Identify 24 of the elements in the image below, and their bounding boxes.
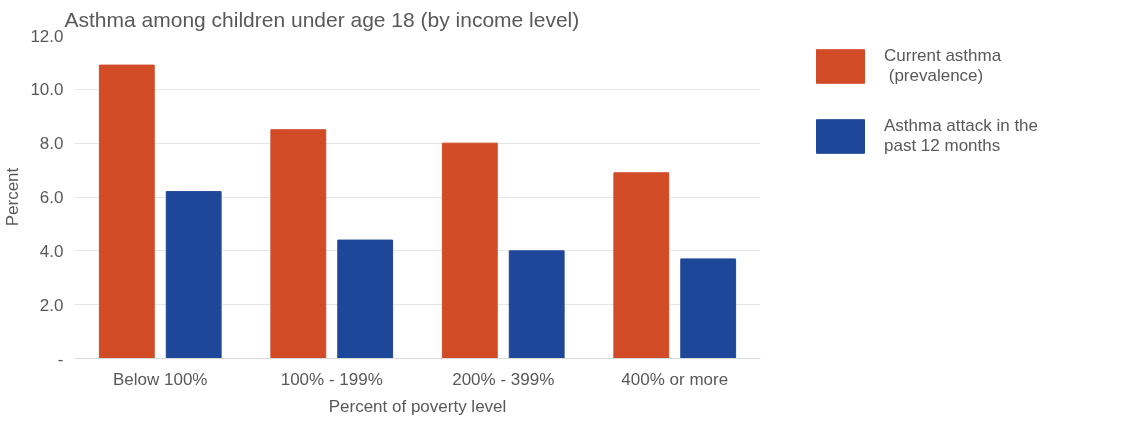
y-tick-label: 12.0 [30, 26, 64, 46]
y-tick-label: 8.0 [39, 134, 64, 154]
x-tick-label: 200% - 399% [452, 369, 555, 389]
x-tick-label: Below 100% [113, 369, 208, 389]
bar [270, 129, 327, 359]
y-tick-label: - [57, 349, 64, 369]
legend-label: Current asthma (prevalence) [884, 46, 1002, 86]
bar [98, 64, 155, 359]
bar [680, 258, 737, 359]
x-tick-label: 400% or more [621, 369, 729, 389]
y-tick-label: 4.0 [39, 241, 64, 261]
bar [441, 142, 498, 359]
x-axis-title: Percent of poverty level [328, 396, 507, 416]
chart-title: Asthma among children under age 18 (by income level) [64, 7, 580, 31]
y-tick-label: 2.0 [39, 295, 64, 315]
bar [337, 239, 394, 359]
y-axis-title: Percent [3, 167, 23, 227]
bar [508, 250, 565, 359]
y-tick-label: 6.0 [39, 188, 64, 207]
x-tick-label: 100% - 199% [280, 369, 383, 389]
bar [613, 172, 670, 359]
bar [165, 191, 222, 359]
legend-label: Asthma attack in the past 12 months [884, 116, 1039, 156]
y-tick-label: 10.0 [30, 80, 64, 100]
